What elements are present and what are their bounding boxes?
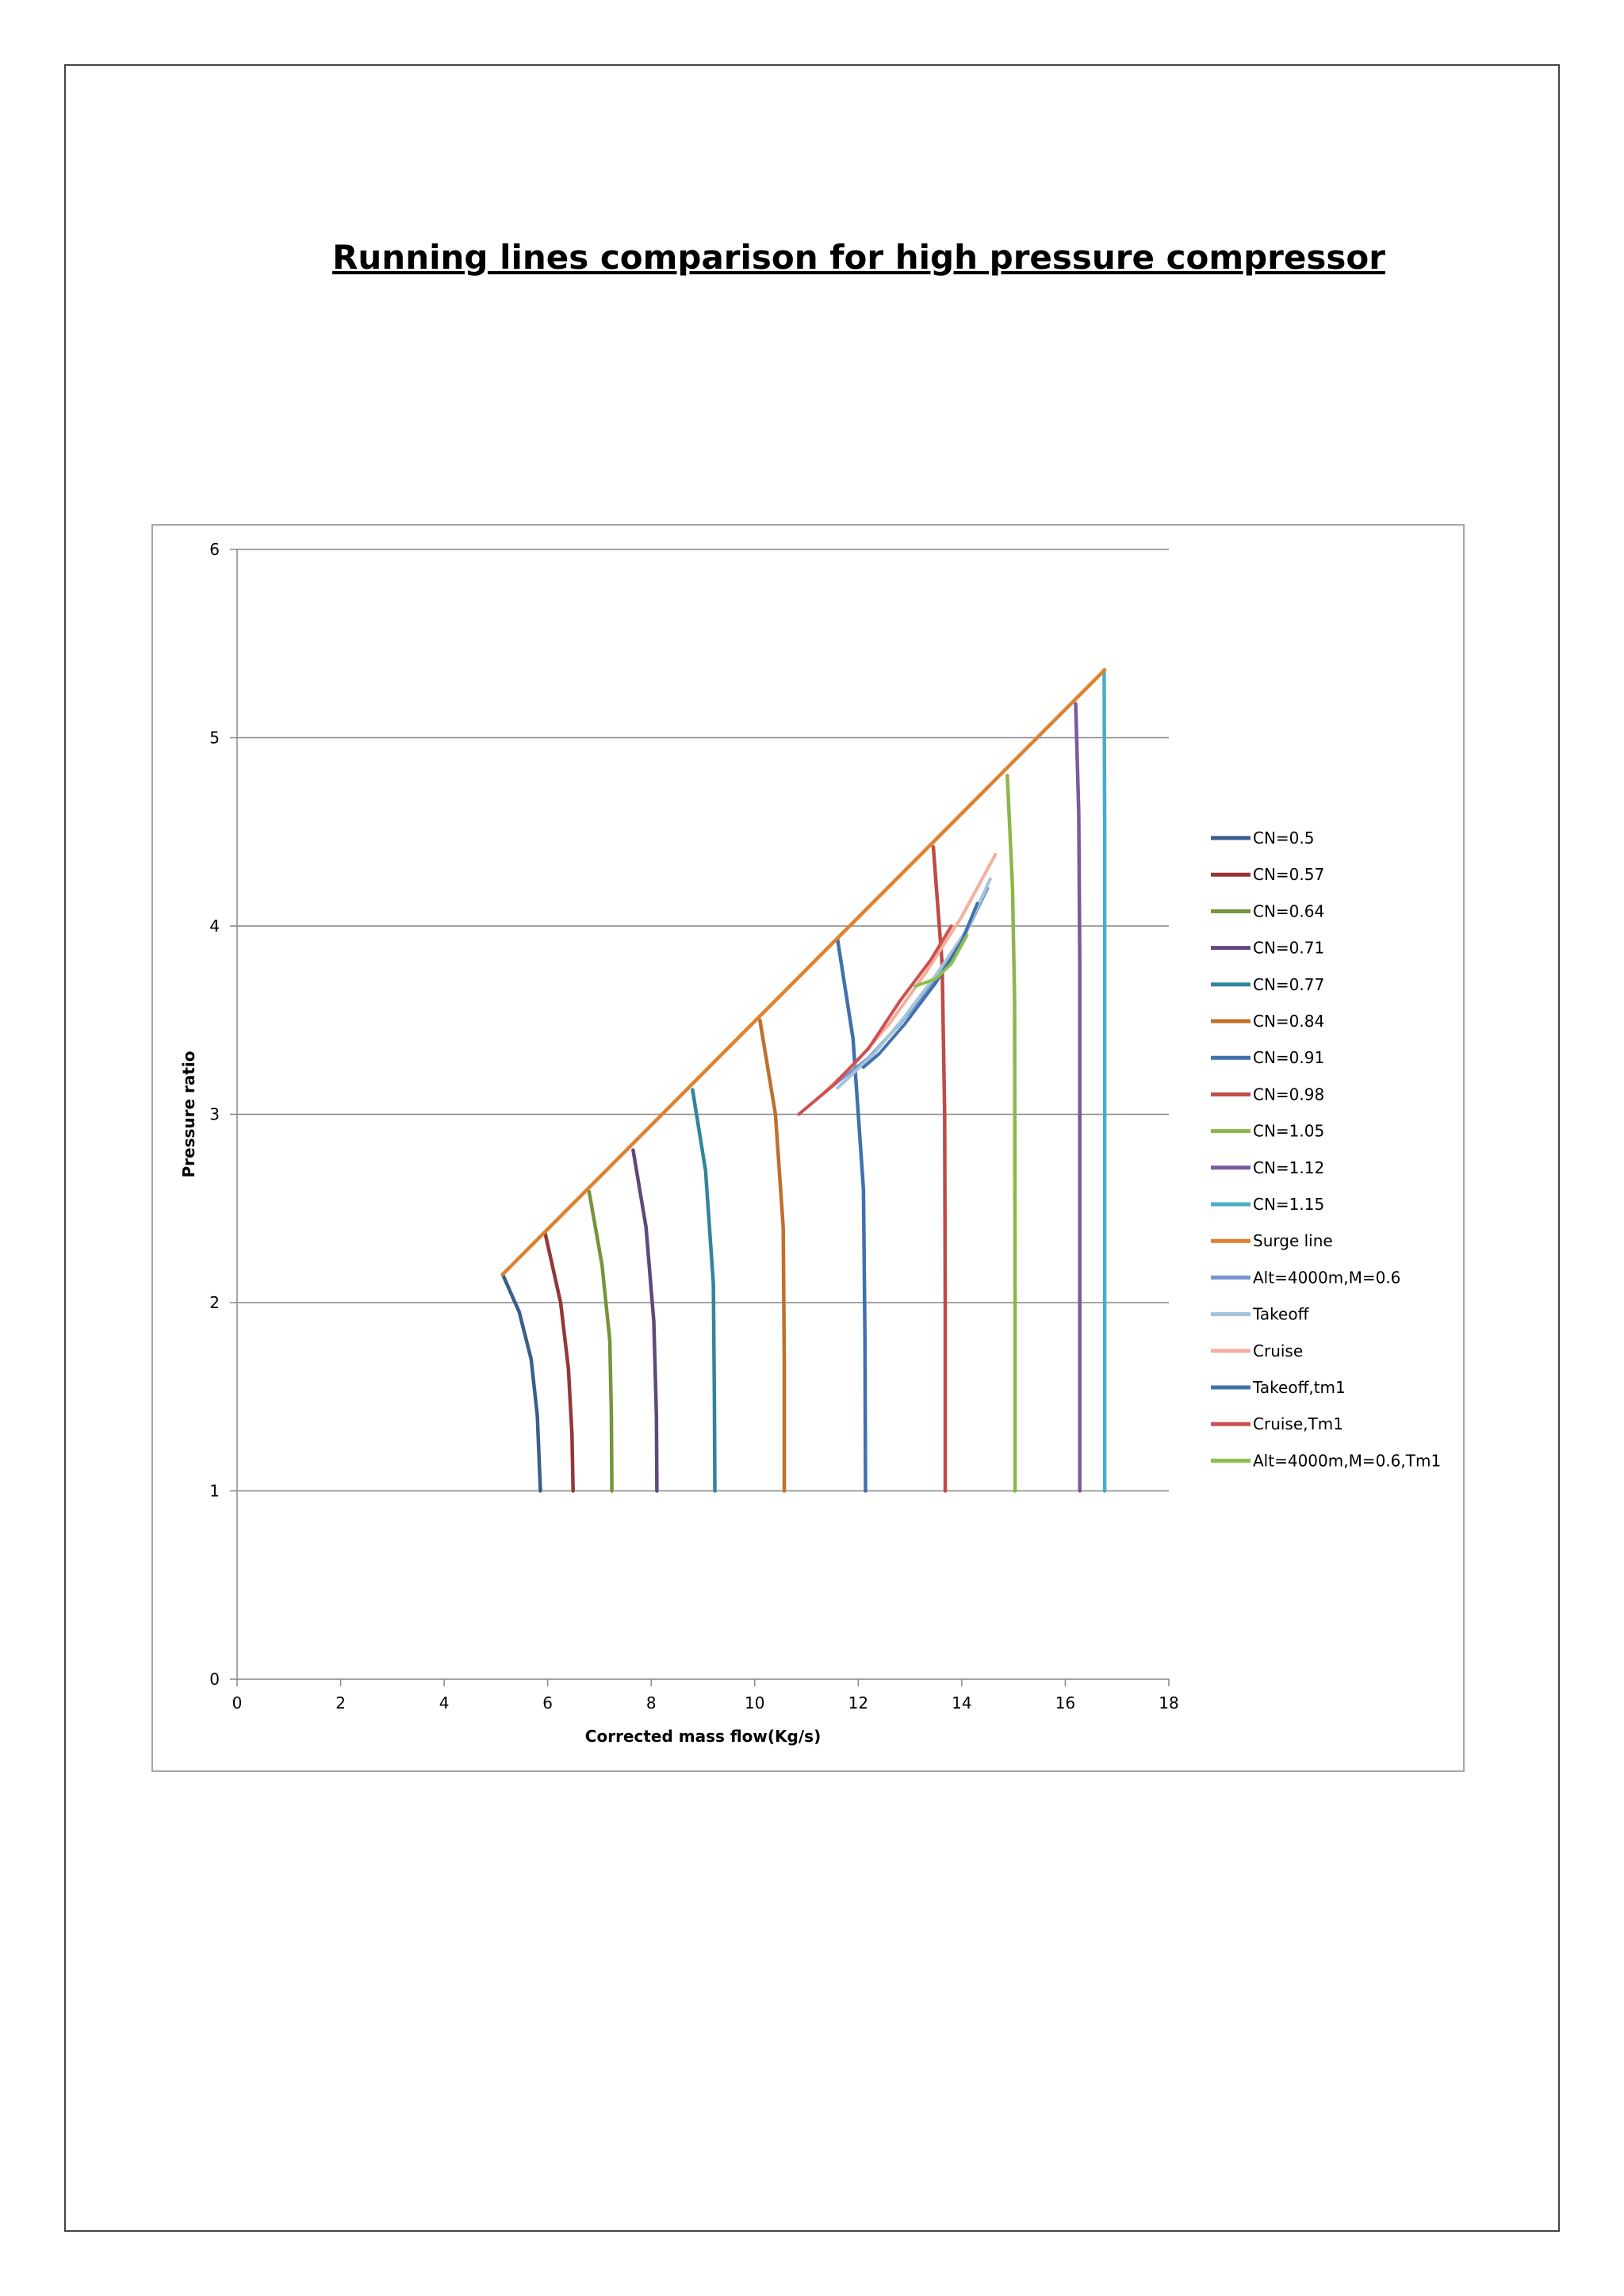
series-line-6: [835, 937, 868, 1493]
series-lines: [500, 668, 1107, 1493]
legend-entry: CN=0.77: [1253, 975, 1324, 994]
page-border: [64, 64, 1560, 2232]
y-tick-label: 2: [209, 1293, 220, 1312]
legend-entry: Cruise: [1253, 1341, 1303, 1360]
series-line-17: [914, 933, 969, 988]
y-tick-label: 5: [209, 729, 220, 748]
chart-frame: 0 1 2 3 4 5 6 0 2 4 6 8 10 12 14 16 18 CN=0.5 CN=0.57 CN=0…: [151, 524, 1465, 1772]
y-tick-label: 0: [209, 1670, 220, 1689]
legend-entry: CN=0.98: [1253, 1085, 1324, 1104]
x-tick-label: 0: [232, 1693, 243, 1712]
legend-entry: Alt=4000m,M=0.6,Tm1: [1253, 1451, 1441, 1470]
series-line-2: [587, 1189, 614, 1493]
legend-entry: CN=0.5: [1253, 828, 1315, 848]
y-axis-title: Pressure ratio: [179, 1050, 198, 1177]
legend-entry: Takeoff,tm1: [1252, 1378, 1346, 1397]
page-title: Running lines comparison for high pressu…: [332, 238, 1385, 277]
x-tick-label: 8: [646, 1693, 657, 1712]
y-tick-label: 4: [209, 916, 220, 936]
legend-entry: CN=1.12: [1253, 1158, 1324, 1177]
legend-entry: Alt=4000m,M=0.6: [1253, 1268, 1400, 1287]
series-line-8: [1005, 773, 1017, 1493]
x-tick-label: 14: [952, 1693, 971, 1712]
legend-entry: Takeoff: [1252, 1305, 1310, 1324]
legend-entry: CN=1.05: [1253, 1122, 1324, 1141]
gridlines: [237, 549, 1169, 1492]
x-tick-label: 2: [335, 1693, 346, 1712]
legend-entry: Cruise,Tm1: [1253, 1414, 1343, 1433]
y-tick-label: 1: [209, 1482, 220, 1501]
series-line-16: [797, 924, 953, 1116]
series-line-15: [861, 901, 979, 1070]
x-tick-label: 12: [848, 1693, 868, 1712]
legend-entry: CN=0.57: [1253, 865, 1324, 884]
legend-entry: Surge line: [1253, 1231, 1333, 1250]
x-tick-label: 18: [1159, 1693, 1178, 1712]
legend-entry: CN=1.15: [1253, 1195, 1324, 1214]
legend-entry: CN=0.64: [1253, 901, 1324, 920]
series-line-3: [631, 1148, 659, 1493]
legend-entry: CN=0.91: [1253, 1048, 1324, 1067]
series-line-5: [758, 1018, 787, 1493]
legend: CN=0.5 CN=0.57 CN=0.64 CN=0.71 CN=0.77 CN=0.8…: [1211, 828, 1441, 1470]
series-line-1: [543, 1230, 575, 1493]
x-tick-label: 10: [745, 1693, 764, 1712]
y-tick-label: 6: [209, 540, 220, 559]
x-tick-label: 6: [542, 1693, 553, 1712]
x-axis-title: Corrected mass flow(Kg/s): [585, 1727, 821, 1746]
legend-entry: CN=0.71: [1253, 939, 1324, 958]
series-line-0: [500, 1272, 542, 1493]
series-line-7: [931, 845, 948, 1493]
series-line-10: [1102, 668, 1107, 1493]
series-line-11: [500, 668, 1107, 1276]
series-line-9: [1074, 702, 1082, 1493]
x-tick-label: 16: [1055, 1693, 1075, 1712]
y-tick-label: 3: [209, 1105, 220, 1124]
series-line-4: [691, 1088, 717, 1493]
legend-entry: CN=0.84: [1253, 1012, 1324, 1031]
x-tick-label: 4: [439, 1693, 450, 1712]
